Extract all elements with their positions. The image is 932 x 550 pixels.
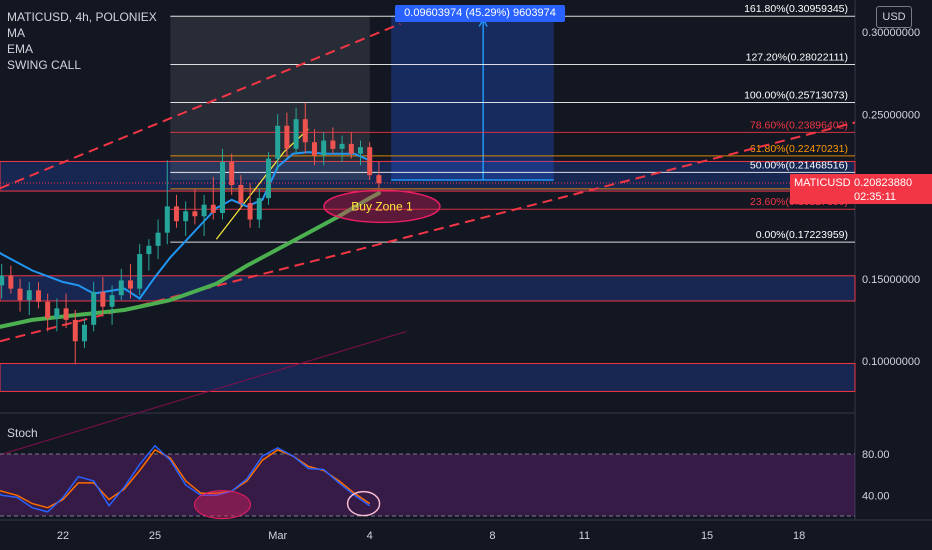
measure-label: 0.09603974 (45.29%) 9603974 [395, 5, 565, 22]
candle-body [357, 147, 363, 154]
ma-green-line [0, 191, 381, 329]
time-axis-label: 22 [57, 530, 69, 542]
stoch-pane-label[interactable]: Stoch [7, 426, 38, 440]
candle-body [376, 175, 382, 184]
candle-body [26, 290, 32, 301]
stoch-band [0, 454, 855, 516]
candle-body [45, 301, 51, 319]
candle-body [367, 147, 373, 176]
bar-countdown: 02:35:11 [854, 191, 897, 203]
measure-range-left [170, 15, 370, 181]
price-axis-label: 0.30000000 [862, 27, 920, 39]
candle-body [201, 204, 207, 217]
candle-body [302, 119, 308, 143]
candlestick-series [0, 102, 382, 365]
candle-body [183, 211, 189, 222]
chart-legend: MATICUSD, 4h, POLONIEX MA EMA SWING CALL [7, 9, 157, 73]
indicator-ema-label[interactable]: EMA [7, 42, 34, 56]
candle-body [0, 275, 5, 286]
candle-body [238, 184, 244, 204]
candle-body [137, 254, 143, 289]
candle-body [54, 308, 60, 319]
candle-body [63, 308, 69, 320]
time-axis-label: 18 [793, 530, 805, 542]
price-axis-label: 0.25000000 [862, 109, 920, 121]
fib-level-label: 0.00%(0.17223959) [756, 229, 848, 241]
candle-body [35, 290, 41, 302]
time-axis-label: 4 [367, 530, 373, 542]
price-axis-label: 0.10000000 [862, 356, 920, 368]
price-zone-2 [0, 362, 856, 392]
candle-body [284, 125, 290, 149]
stochastic-pane: 80.00 40.00 [0, 444, 890, 520]
measure-range-box [391, 15, 554, 181]
candle-body [229, 161, 235, 185]
symbol-title[interactable]: MATICUSD, 4h, POLONIEX [7, 10, 157, 24]
fib-level-label: 127.20%(0.28022111) [746, 52, 848, 64]
stoch-current-highlight [346, 490, 381, 517]
candle-body [275, 125, 281, 159]
candle-body [247, 203, 253, 220]
candle-body [109, 295, 115, 307]
candle-body [348, 143, 354, 154]
candle-body [265, 158, 271, 199]
fib-level-label: 61.80%(0.22470231) [750, 143, 848, 155]
candle-body [256, 198, 262, 220]
last-price-symbol: MATICUSD [794, 177, 851, 189]
candle-body [339, 143, 345, 149]
moving-averages [0, 151, 381, 329]
candle-body [81, 324, 87, 342]
candle-body [91, 291, 97, 325]
fib-level-label: 78.60%(0.23896402) [750, 119, 848, 131]
candle-body [210, 204, 216, 213]
candle-body [321, 140, 327, 156]
fib-level-label: 50.00%(0.21468516) [750, 159, 848, 171]
candle-body [146, 245, 152, 255]
candle-body [330, 140, 336, 149]
candle-body [173, 206, 179, 222]
time-axis-label: 8 [489, 530, 495, 542]
last-price-tag: MATICUSD 0.20823880 02:35:11 [790, 174, 932, 204]
support-resistance-zones [0, 15, 856, 392]
stoch-oversold-highlight [193, 490, 251, 520]
price-zone-1 [0, 275, 856, 302]
candle-body [219, 161, 225, 213]
stoch-k-line [0, 444, 371, 513]
time-axis-label: 15 [701, 530, 713, 542]
candle-body [72, 319, 78, 342]
time-axis-label: 25 [149, 530, 161, 542]
buy-zone-ellipse [323, 189, 441, 224]
indicator-ma-label[interactable]: MA [7, 26, 25, 40]
fib-level-label: 100.00%(0.25713073) [744, 90, 848, 102]
buy-zone-label: Buy Zone 1 [351, 199, 413, 213]
candle-body [8, 275, 14, 289]
time-axis-label: 11 [579, 530, 590, 542]
price-axis-label: 0.15000000 [862, 274, 920, 286]
time-axis-label: Mar [268, 530, 287, 542]
candle-body [118, 280, 124, 296]
price-zone-0 [0, 160, 856, 192]
ema-blue-line [0, 151, 371, 300]
long-ma-line [0, 330, 407, 456]
candle-body [155, 232, 161, 246]
axes: 0.30000000 0.25000000 0.15000000 0.10000000… [57, 27, 920, 542]
fib-level-label: 161.80%(0.30959345) [744, 3, 848, 15]
candle-body [100, 291, 106, 307]
stoch-axis-label: 80.00 [862, 449, 890, 461]
last-price-value: 0.20823880 [854, 177, 913, 189]
candle-body [127, 280, 133, 289]
candle-body [192, 211, 198, 217]
candle-body [293, 119, 299, 149]
candle-body [311, 142, 317, 156]
indicator-swing-call-label[interactable]: SWING CALL [7, 58, 82, 72]
currency-button[interactable]: USD [876, 6, 912, 28]
candle-body [17, 288, 23, 301]
annotations: Buy Zone 1 [0, 182, 855, 224]
candle-body [164, 206, 170, 233]
channel-upper-line [0, 22, 401, 190]
stoch-axis-label: 40.00 [862, 490, 890, 502]
